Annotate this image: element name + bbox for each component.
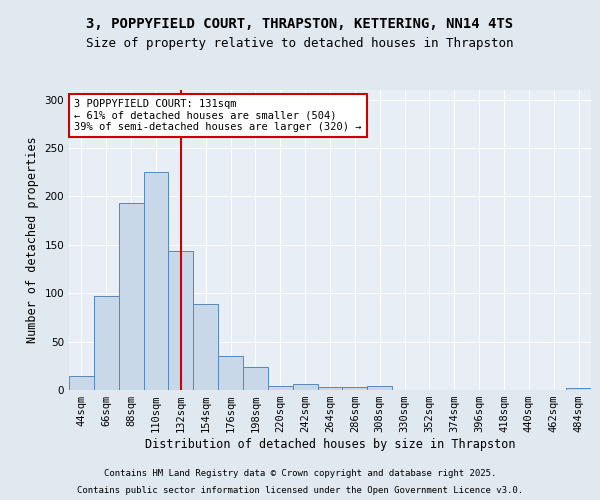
Bar <box>119 203 143 390</box>
Bar <box>268 386 293 390</box>
Text: 3 POPPYFIELD COURT: 131sqm
← 61% of detached houses are smaller (504)
39% of sem: 3 POPPYFIELD COURT: 131sqm ← 61% of deta… <box>74 99 362 132</box>
Text: Contains public sector information licensed under the Open Government Licence v3: Contains public sector information licen… <box>77 486 523 495</box>
Text: Size of property relative to detached houses in Thrapston: Size of property relative to detached ho… <box>86 38 514 51</box>
Bar <box>218 356 243 390</box>
Text: 3, POPPYFIELD COURT, THRAPSTON, KETTERING, NN14 4TS: 3, POPPYFIELD COURT, THRAPSTON, KETTERIN… <box>86 18 514 32</box>
Bar <box>293 384 317 390</box>
Bar <box>143 172 169 390</box>
Bar <box>169 250 193 390</box>
Bar <box>343 387 367 390</box>
Bar <box>94 296 119 390</box>
Y-axis label: Number of detached properties: Number of detached properties <box>26 136 39 344</box>
Bar <box>566 388 591 390</box>
X-axis label: Distribution of detached houses by size in Thrapston: Distribution of detached houses by size … <box>145 438 515 451</box>
Bar <box>243 367 268 390</box>
Bar <box>317 387 343 390</box>
Text: Contains HM Land Registry data © Crown copyright and database right 2025.: Contains HM Land Registry data © Crown c… <box>104 468 496 477</box>
Bar <box>193 304 218 390</box>
Bar <box>367 386 392 390</box>
Bar <box>69 376 94 390</box>
